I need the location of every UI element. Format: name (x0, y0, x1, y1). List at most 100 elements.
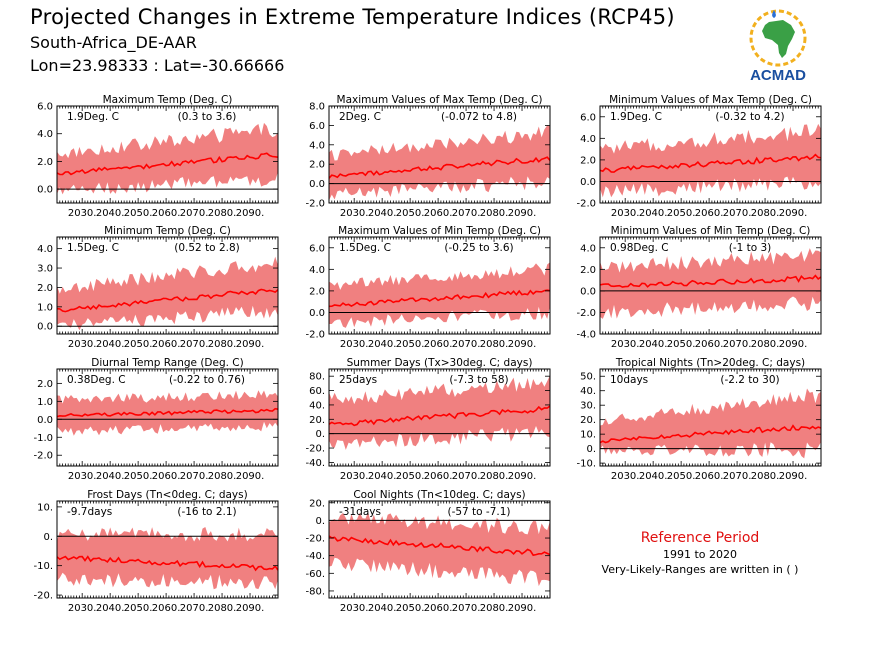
x-tick-label: 2090. (508, 471, 537, 482)
plot-frame (328, 105, 551, 204)
plot-frame (599, 236, 822, 335)
x-tick-label: 2030. (340, 208, 369, 219)
x-tick-label: 2070. (723, 208, 752, 219)
x-tick-label: 2080. (208, 471, 237, 482)
panel-range: (-57 to -7.1) (447, 506, 510, 518)
range-band (57, 122, 278, 195)
x-tick-label: 2070. (452, 208, 481, 219)
x-tick-label: 2070. (180, 339, 209, 350)
panel-title: Minimum Values of Min Temp (Deg. C) (611, 225, 811, 237)
panel-title: Maximum Values of Max Temp (Deg. C) (337, 94, 543, 106)
x-tick-label: 2040. (368, 603, 397, 614)
panel-summary: 1.9Deg. C (67, 111, 119, 123)
y-tick-label: 1.0 (37, 397, 53, 408)
panel-title: Cool Nights (Tn<10deg. C; days) (353, 489, 525, 501)
panel-su: 2030. 2040. 2050. 2060. 2070. 2080. 2090. -40. -… (305, 357, 551, 482)
x-tick-label: 2030. (68, 339, 97, 350)
x-tick-label: 2030. (611, 339, 640, 350)
y-tick-label: 8.0 (309, 102, 325, 113)
panel-range: (-0.25 to 3.6) (444, 242, 513, 254)
y-tick-label: 6.0 (309, 243, 325, 254)
x-tick-label: 2040. (96, 339, 125, 350)
panel-summary: 10days (610, 374, 648, 386)
median-line (328, 405, 551, 427)
y-tick-label: 4.0 (580, 134, 596, 145)
plot-frame (599, 105, 822, 204)
y-tick-label: 2.0 (37, 283, 53, 294)
x-tick-label: 2030. (68, 208, 97, 219)
x-tick-label: 2080. (480, 208, 509, 219)
x-tick-label: 2050. (396, 603, 425, 614)
x-tick-label: 2060. (424, 339, 453, 350)
sun-ring (749, 9, 807, 67)
y-tick-label: 0. (315, 516, 325, 527)
plot-frame (328, 500, 551, 599)
y-tick-label: 0.0 (37, 415, 53, 426)
x-tick-label: 2070. (180, 603, 209, 614)
y-tick-label: 30. (580, 401, 596, 412)
panel-cn: 2030. 2040. 2050. 2060. 2070. 2080. 2090. -80. -… (305, 489, 551, 614)
x-tick-label: 2070. (180, 208, 209, 219)
x-tick-label: 2050. (396, 471, 425, 482)
plot-frame (56, 500, 279, 599)
range-band (329, 512, 550, 587)
x-tick-label: 2070. (723, 471, 752, 482)
y-tick-label: 2.0 (309, 286, 325, 297)
y-tick-label: -2.0 (576, 308, 596, 319)
y-tick-label: 4.0 (37, 244, 53, 255)
median-line (599, 153, 822, 173)
x-tick-label: 2040. (368, 208, 397, 219)
panel-summary: 1.5Deg. C (339, 242, 391, 254)
y-tick-label: 6.0 (37, 102, 53, 113)
panel-summary: -31days (339, 506, 381, 518)
x-tick-label: 2080. (480, 471, 509, 482)
panel-range: (-0.32 to 4.2) (715, 111, 784, 123)
y-tick-label: 40. (580, 386, 596, 397)
y-tick-label: -40. (305, 551, 325, 562)
y-tick-label: 4.0 (580, 243, 596, 254)
x-tick-label: 2050. (396, 208, 425, 219)
y-tick-label: 0.0 (580, 286, 596, 297)
y-tick-label: 0.0 (37, 322, 53, 333)
x-tick-label: 2050. (124, 603, 153, 614)
panel-title: Maximum Values of Min Temp (Deg. C) (338, 225, 541, 237)
x-tick-label: 2030. (340, 339, 369, 350)
x-tick-label: 2040. (96, 208, 125, 219)
x-tick-label: 2080. (208, 208, 237, 219)
median-line (56, 288, 279, 313)
panel-txx: 2030. 2040. 2050. 2060. 2070. 2080. 2090. -2.0 0… (305, 94, 551, 219)
plot-frame (56, 368, 279, 467)
x-tick-label: 2050. (667, 471, 696, 482)
y-tick-label: 0. (586, 444, 596, 455)
x-tick-label: 2090. (236, 603, 265, 614)
x-tick-label: 2060. (152, 339, 181, 350)
panel-tnn: 2030. 2040. 2050. 2060. 2070. 2080. 2090. -4.0 -… (576, 225, 822, 350)
y-tick-label: 3.0 (37, 264, 53, 275)
panel-range: (-0.072 to 4.8) (441, 111, 517, 123)
y-tick-label: 0. (43, 532, 53, 543)
range-band (329, 125, 550, 201)
y-tick-label: 60. (309, 386, 325, 397)
median-line (599, 424, 822, 444)
panel-summary: 2Deg. C (339, 111, 381, 123)
range-band (329, 375, 550, 450)
reference-note: Very-Likely-Ranges are written in ( ) (601, 563, 799, 576)
x-tick-label: 2030. (340, 471, 369, 482)
x-tick-label: 2090. (236, 471, 265, 482)
panel-title: Diurnal Temp Range (Deg. C) (91, 357, 243, 369)
y-tick-label: 1.0 (37, 302, 53, 313)
y-tick-label: -10. (33, 561, 53, 572)
panel-tnx: 2030. 2040. 2050. 2060. 2070. 2080. 2090. -2.0 0… (305, 225, 551, 350)
x-tick-label: 2060. (695, 208, 724, 219)
y-tick-label: -2.0 (305, 330, 325, 341)
plot-frame (56, 105, 279, 204)
y-tick-label: -20. (305, 444, 325, 455)
median-line (56, 407, 279, 418)
x-tick-label: 2050. (124, 339, 153, 350)
x-tick-label: 2030. (611, 471, 640, 482)
panel-range: (-16 to 2.1) (177, 506, 236, 518)
median-line (56, 555, 279, 572)
x-tick-label: 2040. (639, 208, 668, 219)
y-tick-label: -20. (33, 591, 53, 602)
